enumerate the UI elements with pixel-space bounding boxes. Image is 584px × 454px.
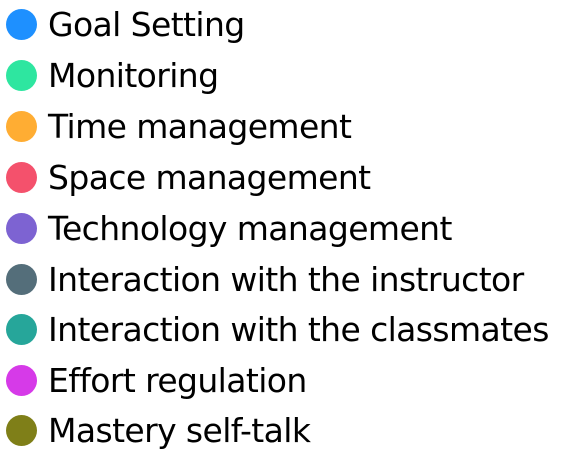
legend-swatch	[6, 414, 37, 446]
legend-label: Interaction with the classmates	[48, 309, 549, 349]
legend-label: Mastery self-talk	[48, 410, 311, 450]
legend-label: Monitoring	[48, 55, 219, 95]
legend-item-technology-management: Technology management	[6, 204, 584, 252]
legend-label: Interaction with the instructor	[48, 259, 524, 299]
legend-swatch	[6, 212, 37, 244]
legend-label: Space management	[48, 157, 371, 197]
legend-item-interaction-instructor: Interaction with the instructor	[6, 255, 584, 303]
legend-swatch	[6, 8, 37, 40]
legend-swatch	[6, 161, 37, 193]
legend-item-mastery-self-talk: Mastery self-talk	[6, 406, 584, 454]
legend-swatch	[6, 313, 37, 345]
legend-item-time-management: Time management	[6, 102, 584, 150]
legend-item-monitoring: Monitoring	[6, 51, 584, 99]
legend-swatch	[6, 110, 37, 142]
legend-item-interaction-classmates: Interaction with the classmates	[6, 305, 584, 353]
chart-legend: Goal Setting Monitoring Time management …	[6, 0, 584, 454]
legend-label: Time management	[48, 106, 352, 146]
legend-label: Technology management	[48, 208, 452, 248]
legend-swatch	[6, 59, 37, 91]
legend-item-goal-setting: Goal Setting	[6, 0, 584, 48]
legend-item-space-management: Space management	[6, 153, 584, 201]
legend-label: Effort regulation	[48, 360, 307, 400]
legend-swatch	[6, 263, 37, 295]
legend-item-effort-regulation: Effort regulation	[6, 356, 584, 404]
legend-label: Goal Setting	[48, 4, 245, 44]
legend-swatch	[6, 364, 37, 396]
